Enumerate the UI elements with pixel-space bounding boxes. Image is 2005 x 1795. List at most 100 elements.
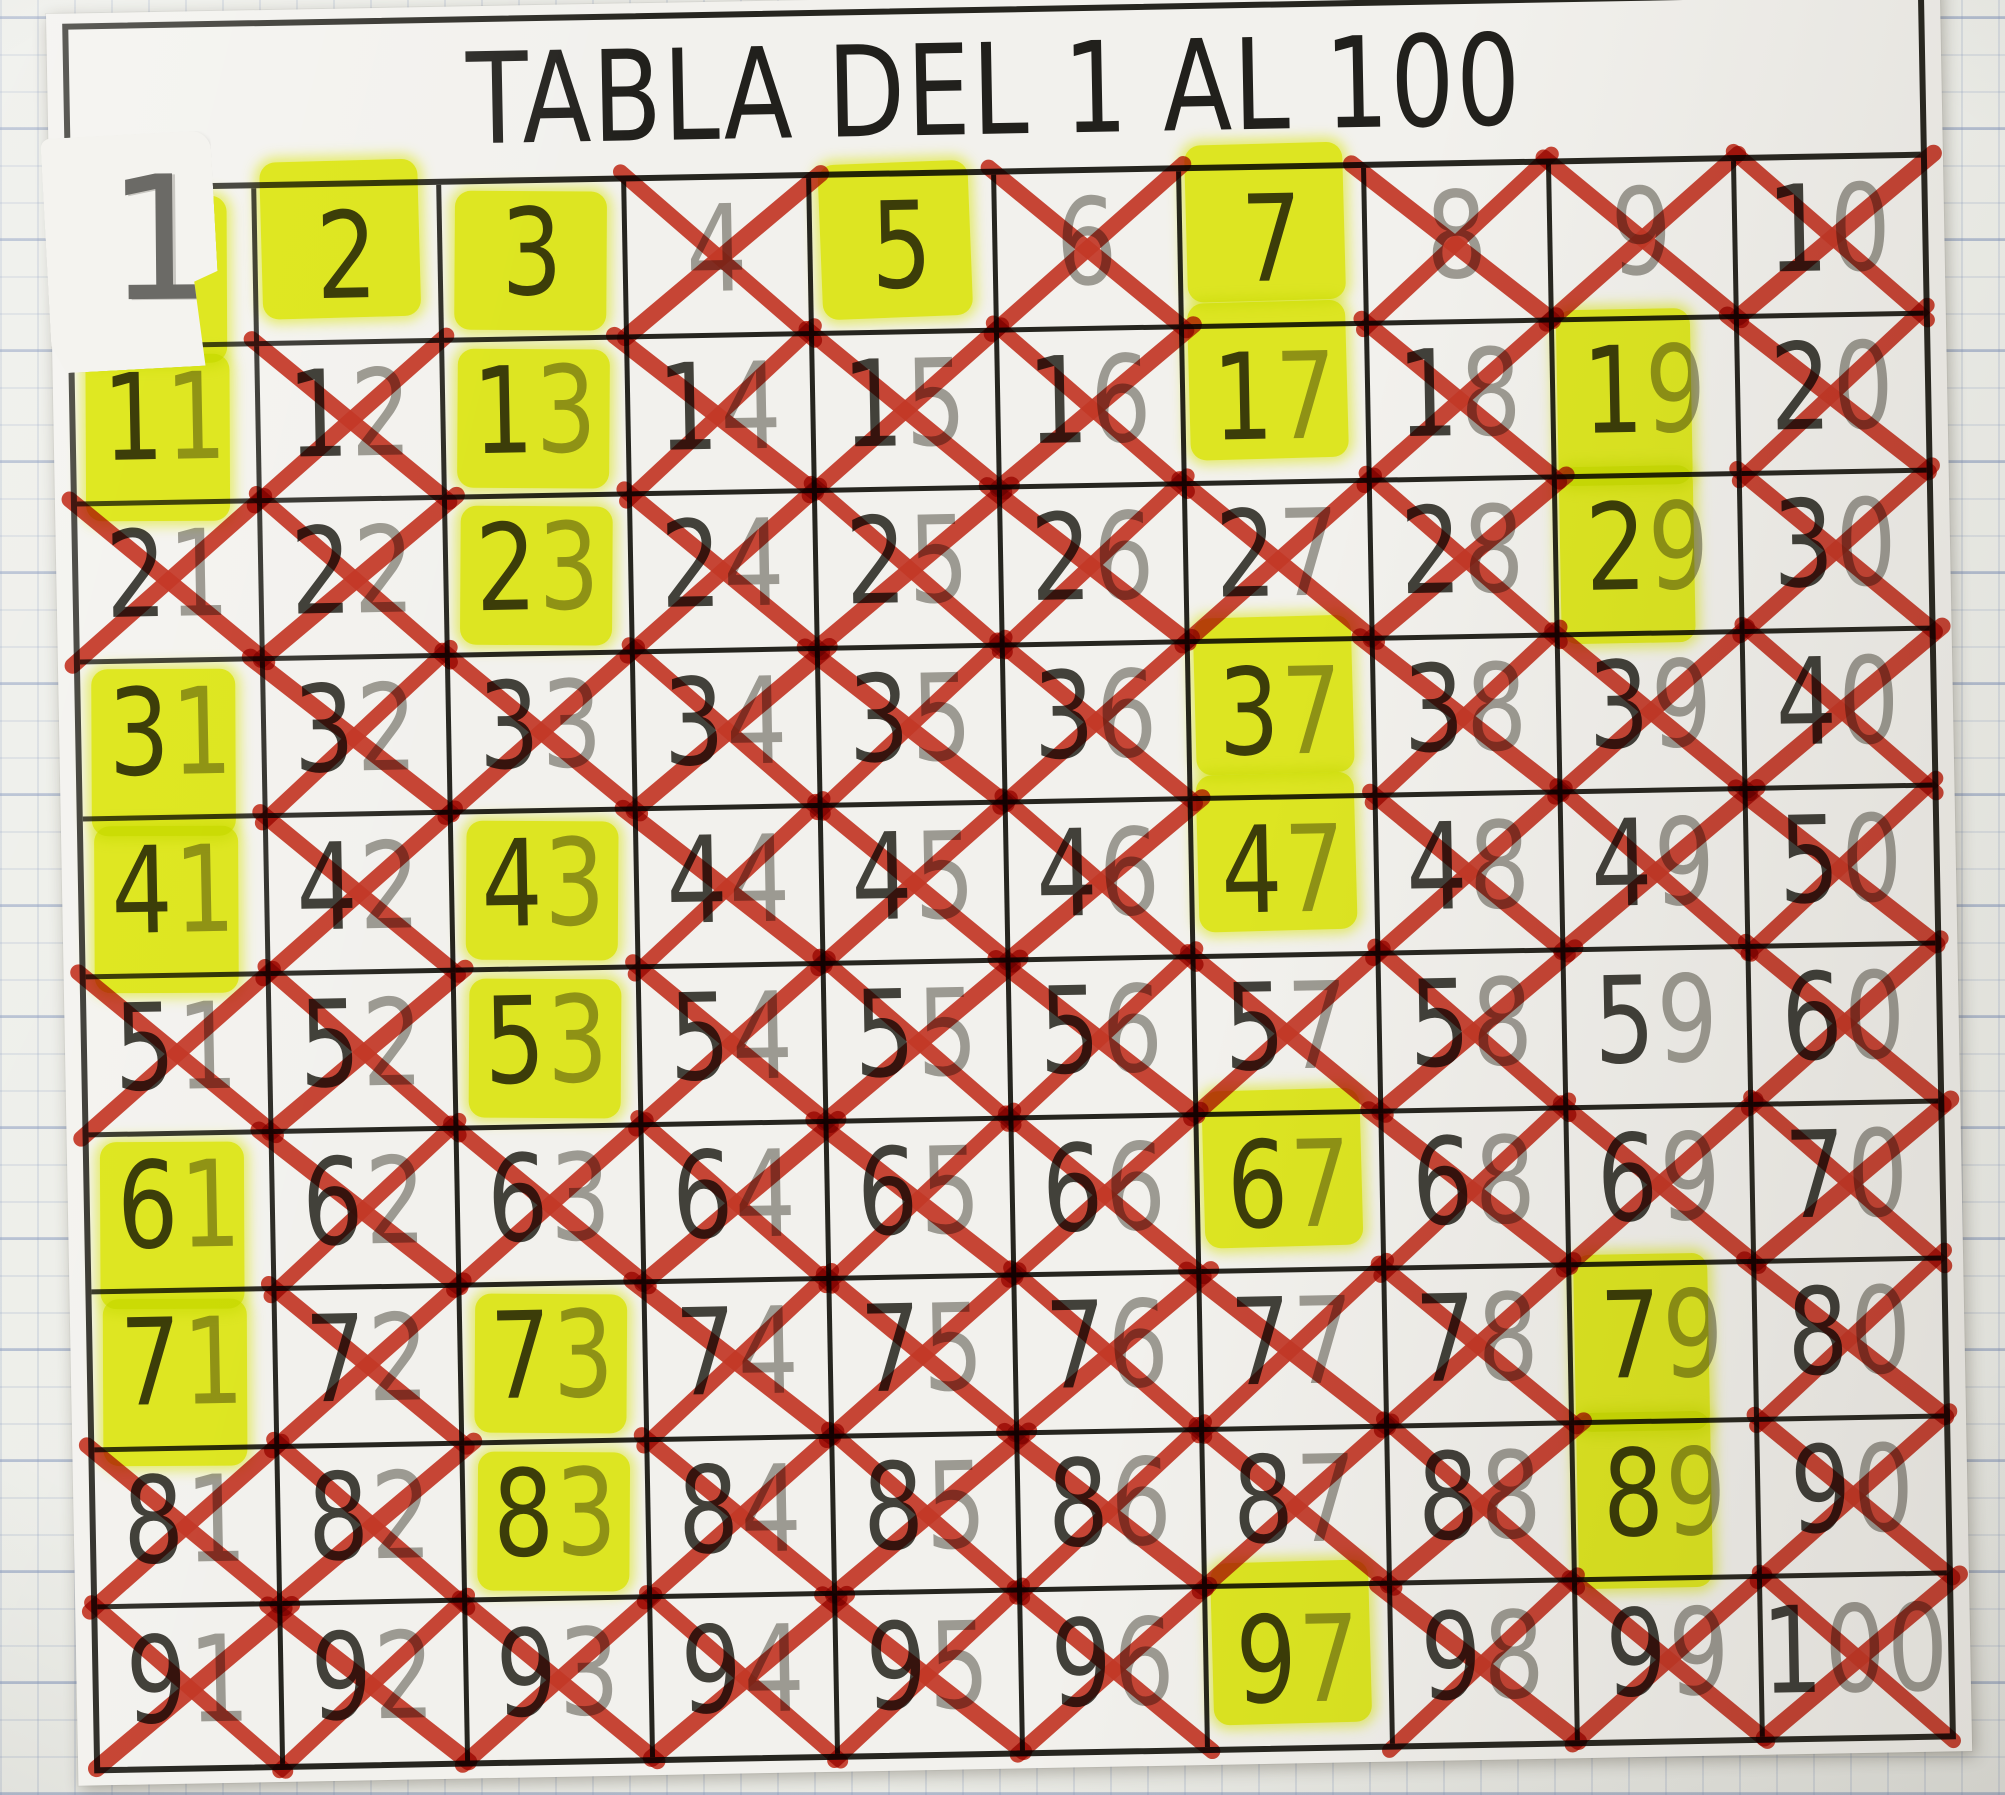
- cross-out-mark: [1002, 486, 1185, 642]
- cross-out-mark: [276, 1288, 459, 1444]
- digit: 3: [551, 1286, 617, 1427]
- cross-out-mark: [279, 1445, 462, 1601]
- cross-out-mark: [77, 503, 260, 659]
- digit: 9: [1655, 950, 1721, 1091]
- cross-out-mark: [823, 805, 1006, 961]
- grid-cell-1: 1: [71, 188, 260, 349]
- cross-out-mark: [1187, 483, 1370, 639]
- cross-out-mark: [996, 171, 1179, 327]
- cross-out-mark: [1378, 795, 1561, 951]
- cross-out-mark: [1739, 315, 1927, 471]
- cross-out-mark: [635, 651, 818, 807]
- cross-out-mark: [643, 1124, 826, 1280]
- cross-out-mark: [467, 1600, 650, 1761]
- page-title: TABLA DEL 1 AL 100: [465, 6, 1524, 174]
- cross-out-mark: [831, 1278, 1014, 1434]
- digit: 6: [1225, 1116, 1291, 1257]
- cross-out-mark: [1204, 1429, 1387, 1585]
- digit: 5: [869, 177, 936, 318]
- digit: 9: [1643, 320, 1710, 461]
- cross-out-mark: [1383, 1110, 1566, 1266]
- cell-number: 7: [1199, 163, 1346, 318]
- cross-out-mark: [649, 1439, 832, 1595]
- cross-out-mark: [1756, 1261, 1944, 1417]
- digit: 9: [1661, 1265, 1727, 1407]
- digit: 8: [1601, 1424, 1667, 1565]
- grid-cell-2: 2: [256, 158, 445, 346]
- digit: 4: [1219, 801, 1286, 942]
- cross-out-mark: [259, 342, 442, 498]
- cross-out-mark: [1551, 161, 1734, 317]
- grid-cell-7: 7: [1181, 141, 1369, 329]
- cross-out-mark: [1568, 1107, 1751, 1263]
- digit: 1: [471, 342, 537, 483]
- grid-cell-8: 8: [1366, 164, 1554, 326]
- digit: 3: [545, 971, 611, 1112]
- cross-out-mark: [1745, 630, 1933, 786]
- digit: 7: [1297, 1590, 1363, 1731]
- cross-out-mark: [817, 490, 1000, 646]
- cross-out-mark: [1201, 1271, 1384, 1427]
- cell-number: 2: [274, 180, 421, 335]
- digit: 1: [164, 347, 230, 488]
- cross-out-mark: [1372, 480, 1555, 636]
- digit: 1: [172, 820, 239, 961]
- digit: 2: [1584, 479, 1650, 620]
- cross-out-mark: [459, 1127, 642, 1283]
- cross-out-mark: [638, 808, 821, 964]
- digit: 2: [474, 499, 540, 640]
- digit: 3: [499, 183, 566, 324]
- digit: 1: [169, 662, 236, 803]
- cross-out-mark: [814, 332, 997, 488]
- cell-number: 5: [829, 170, 976, 325]
- cross-out-mark: [86, 976, 269, 1132]
- cross-out-mark: [1759, 1418, 1947, 1574]
- cross-out-mark: [837, 1593, 1020, 1754]
- cross-out-mark: [632, 493, 815, 649]
- cross-out-mark: [1016, 1274, 1199, 1430]
- digit: 4: [480, 814, 546, 955]
- cross-out-mark: [1366, 165, 1549, 321]
